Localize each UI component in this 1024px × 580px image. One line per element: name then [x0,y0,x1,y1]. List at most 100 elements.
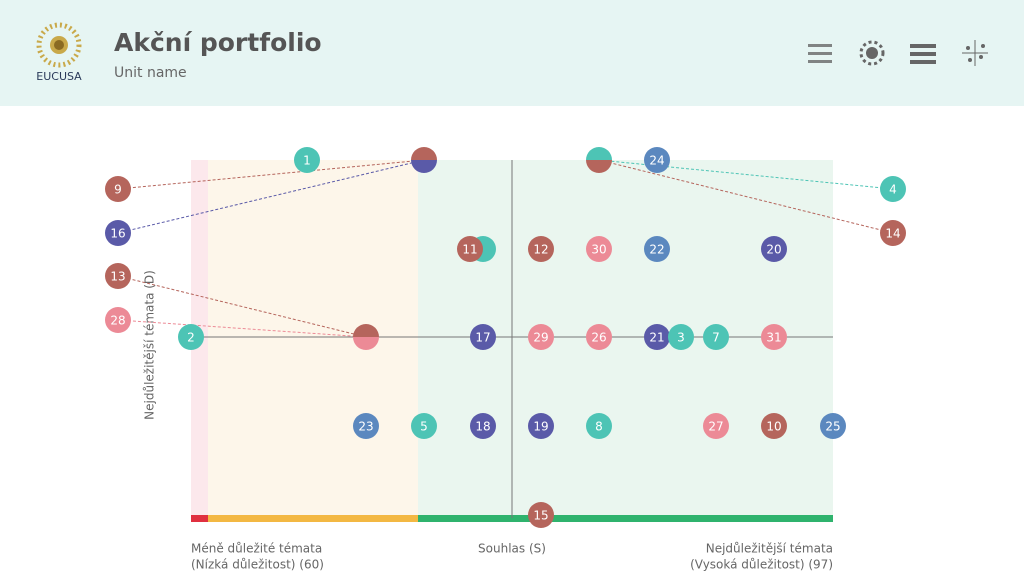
node-circle [178,324,204,350]
node-label: 30 [591,243,606,257]
split-top [586,147,612,160]
node: 13 [105,263,131,289]
node: 29 [528,324,554,350]
node: 26 [586,324,612,350]
node-circle [761,413,787,439]
sun-icon[interactable] [859,40,885,66]
node: 9 [105,176,131,202]
node: 15 [528,502,554,528]
node-circle [644,147,670,173]
node-circle [880,220,906,246]
grid-icon[interactable] [808,44,832,63]
split-node [586,147,612,173]
toolbar [808,40,988,66]
node: 2 [178,324,204,350]
node-label: 26 [591,331,606,345]
node-circle [668,324,694,350]
scatter-icon[interactable] [962,40,988,66]
header-bar [0,0,1024,106]
node-circle [528,236,554,262]
bar-mid [208,515,418,522]
link-line [598,159,894,234]
node: 31 [761,324,787,350]
node-label: 27 [708,420,723,434]
node: 22 [644,236,670,262]
page-title: Akční portfolio [114,28,322,57]
node-circle [586,324,612,350]
zone-mid [208,160,418,518]
node-circle [703,413,729,439]
node-circle [294,147,320,173]
node: 10 [761,413,787,439]
node-label: 5 [420,420,428,434]
link-line [117,319,367,338]
node-label: 22 [649,243,664,257]
node-label: 16 [110,227,125,241]
node: 19 [528,413,554,439]
split-bottom [411,160,437,173]
node-circle [644,236,670,262]
split-bottom [586,160,612,173]
link-line [117,159,425,234]
link-line [117,159,425,190]
node-label: 10 [766,420,781,434]
node-label: 4 [889,183,897,197]
node-circle [105,176,131,202]
node-circle [528,324,554,350]
node: 3 [668,324,694,350]
node: 4 [880,176,906,202]
node-label: 12 [533,243,548,257]
y-axis-label: Nejdůležitější témata (D) [143,270,157,420]
split-top [353,324,379,337]
node-circle [761,324,787,350]
node: 25 [820,413,846,439]
node-label: 7 [712,331,720,345]
node-label: 8 [595,420,603,434]
bar-low [191,515,208,522]
node-label: 13 [110,270,125,284]
node-label: 25 [825,420,840,434]
x-right-label: (Vysoká důležitost) (97) [690,558,833,572]
node-label: 9 [114,183,122,197]
node-label: 14 [885,227,900,241]
logo-text: EUCUSA [36,70,82,83]
node-circle [820,413,846,439]
node-label: 19 [533,420,548,434]
chart-area: Nejdůležitější témata (D) Méně důležité … [143,160,833,572]
node-label: 18 [475,420,490,434]
node-circle [411,413,437,439]
node-circle [105,220,131,246]
node-circle [644,324,670,350]
node: 30 [586,236,612,262]
node: 8 [586,413,612,439]
page-subtitle: Unit name [114,65,187,81]
node-label: 1 [303,154,311,168]
node: 5 [411,413,437,439]
node: 27 [703,413,729,439]
node-label: 29 [533,331,548,345]
node-circle [761,236,787,262]
logo [36,22,82,68]
node: 11 [457,236,483,262]
split-node [411,147,437,173]
node-label: 11 [462,243,477,257]
list-icon[interactable] [910,44,936,64]
node: 12 [528,236,554,262]
node-circle [528,502,554,528]
node: 20 [761,236,787,262]
split-top [411,147,437,160]
node-label: 31 [766,331,781,345]
node-circle [105,307,131,333]
link-line [117,275,367,338]
node-circle [703,324,729,350]
node-label: 28 [110,314,125,328]
node: 1 [294,147,320,173]
node-label: 3 [677,331,685,345]
split-node [353,324,379,350]
node-label: 23 [358,420,373,434]
node-label: 21 [649,331,664,345]
x-left-label: Méně důležité témata [191,542,322,556]
node-circle [457,236,483,262]
